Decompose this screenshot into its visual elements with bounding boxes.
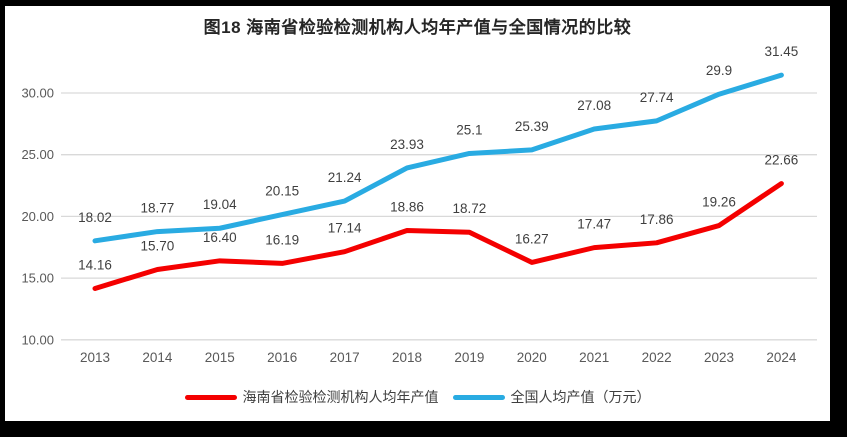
x-tick-label: 2021 (579, 350, 609, 365)
x-tick-label: 2017 (330, 350, 360, 365)
data-label: 18.72 (453, 201, 487, 216)
data-label: 22.66 (765, 153, 799, 168)
data-label: 29.9 (706, 63, 732, 78)
x-tick-label: 2023 (704, 350, 734, 365)
data-label: 31.45 (765, 44, 799, 59)
data-label: 25.39 (515, 119, 549, 134)
legend: 海南省检验检测机构人均年产值 全国人均产值（万元） (5, 387, 830, 407)
data-label: 16.19 (265, 232, 299, 247)
data-label: 14.16 (78, 257, 112, 272)
x-tick-label: 2016 (267, 350, 297, 365)
legend-item-hainan-series: 海南省检验检测机构人均年产值 (184, 387, 439, 407)
data-label: 18.02 (78, 210, 112, 225)
y-tick-label: 30.00 (21, 86, 54, 101)
data-label: 21.24 (328, 170, 362, 185)
data-label: 15.70 (141, 238, 175, 253)
x-tick-label: 2014 (142, 350, 173, 365)
y-tick-label: 25.00 (21, 147, 54, 162)
series-line-1 (92, 72, 784, 244)
data-label: 20.15 (265, 184, 299, 199)
x-tick-label: 2015 (205, 350, 235, 365)
x-tick-label: 2018 (392, 350, 422, 365)
data-label: 25.1 (456, 122, 482, 137)
red-line-swatch (184, 394, 237, 400)
data-label: 17.86 (640, 212, 674, 227)
data-label: 16.27 (515, 231, 549, 246)
y-tick-label: 15.00 (21, 271, 54, 286)
x-tick-label: 2013 (80, 350, 110, 365)
y-tick-label: 10.00 (21, 332, 54, 347)
x-tick-label: 2024 (766, 350, 797, 365)
data-label: 23.93 (390, 137, 424, 152)
data-label: 16.40 (203, 230, 237, 245)
blue-line-swatch (452, 394, 505, 400)
x-tick-label: 2022 (642, 350, 672, 365)
data-label: 19.04 (203, 197, 237, 212)
legend-item-national-series: 全国人均产值（万元） (452, 387, 651, 407)
data-label: 18.86 (390, 199, 424, 214)
plot-area: 10.00 15.00 20.00 25.00 30.00 2013 2014 2015 201… (21, 44, 817, 365)
data-label: 17.47 (577, 217, 611, 232)
x-tick-label: 2020 (517, 350, 547, 365)
legend-label-national: 全国人均产值（万元） (510, 389, 651, 405)
data-label: 18.77 (141, 201, 175, 216)
series-line-0 (92, 181, 784, 291)
x-tick-label: 2019 (454, 350, 484, 365)
data-label: 17.14 (328, 221, 362, 236)
legend-label-hainan: 海南省检验检测机构人均年产值 (242, 389, 439, 405)
chart-title: 图18 海南省检验检测机构人均年产值与全国情况的比较 (203, 18, 632, 37)
data-label: 19.26 (702, 195, 736, 210)
data-label: 27.74 (640, 90, 674, 105)
data-label: 27.08 (577, 98, 611, 113)
chart-panel: 图18 海南省检验检测机构人均年产值与全国情况的比较 10.00 15.00 20.… (5, 6, 830, 421)
y-tick-label: 20.00 (21, 209, 54, 224)
